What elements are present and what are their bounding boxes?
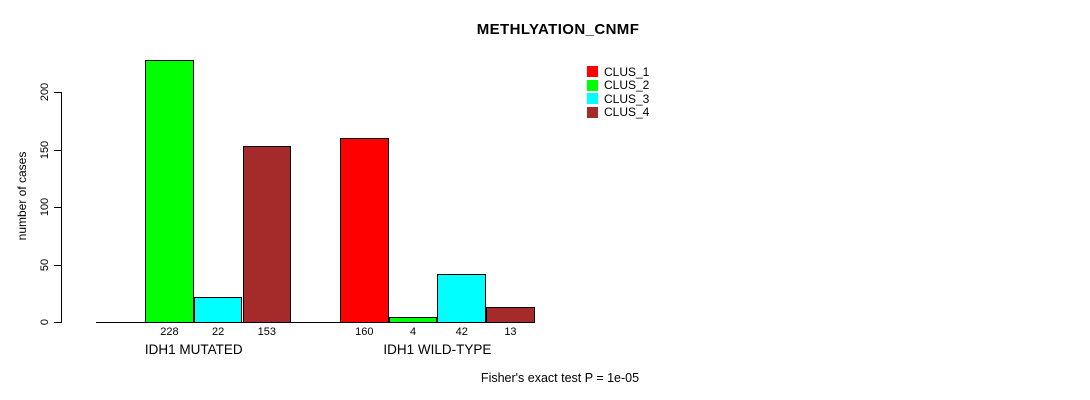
y-tick-mark — [54, 207, 61, 208]
y-tick-label: 200 — [39, 82, 51, 102]
x-baseline — [96, 322, 535, 323]
y-tick-label: 100 — [39, 197, 51, 217]
chart-title: METHLYATION_CNMF — [476, 21, 640, 38]
group-label-1: IDH1 MUTATED — [144, 342, 243, 357]
y-tick-label: 50 — [39, 258, 51, 271]
y-tick-label: 0 — [39, 318, 51, 326]
legend: CLUS_1 CLUS_2 CLUS_3 CLUS_4 — [587, 65, 649, 119]
legend-swatch-icon — [587, 106, 598, 118]
y-tick-mark — [54, 149, 61, 151]
legend-swatch-icon — [587, 79, 598, 91]
y-tick-mark — [54, 322, 61, 323]
y-tick-mark — [54, 92, 61, 93]
group-label-2: IDH1 WILD-TYPE — [383, 342, 492, 357]
legend-label: CLUS_4 — [604, 105, 650, 120]
footer-annotation: Fisher's exact test P = 1e-05 — [480, 371, 640, 385]
legend-row: CLUS_4 — [587, 105, 650, 120]
y-axis-line — [61, 92, 62, 323]
bar-value-label: 228 — [160, 326, 179, 338]
bar-clus_2-2 — [388, 317, 438, 323]
legend-label: CLUS_3 — [604, 91, 650, 106]
bar-clus_2-1 — [145, 60, 194, 323]
bar-clus_3-2 — [437, 274, 487, 323]
bar-value-label: 4 — [409, 326, 417, 338]
bar-value-label: 13 — [504, 326, 517, 338]
bar-clus_4-1 — [242, 146, 292, 323]
bar-clus_3-1 — [193, 297, 243, 323]
y-tick-mark — [54, 264, 61, 266]
bar-clus_4-2 — [486, 307, 535, 323]
bar-value-label: 42 — [455, 326, 468, 338]
legend-row: CLUS_3 — [587, 92, 649, 106]
bar-clus_1-2 — [340, 138, 389, 323]
legend-row: CLUS_1 — [587, 65, 649, 79]
bar-value-label: 153 — [257, 326, 277, 338]
bar-value-label: 22 — [212, 326, 225, 338]
legend-swatch-icon — [587, 93, 598, 105]
y-tick-label: 150 — [39, 140, 51, 159]
bar-value-label: 160 — [355, 326, 374, 338]
legend-swatch-icon — [587, 66, 598, 78]
legend-label: CLUS_1 — [604, 64, 650, 79]
legend-row: CLUS_2 — [587, 78, 650, 93]
legend-label: CLUS_2 — [604, 78, 650, 93]
